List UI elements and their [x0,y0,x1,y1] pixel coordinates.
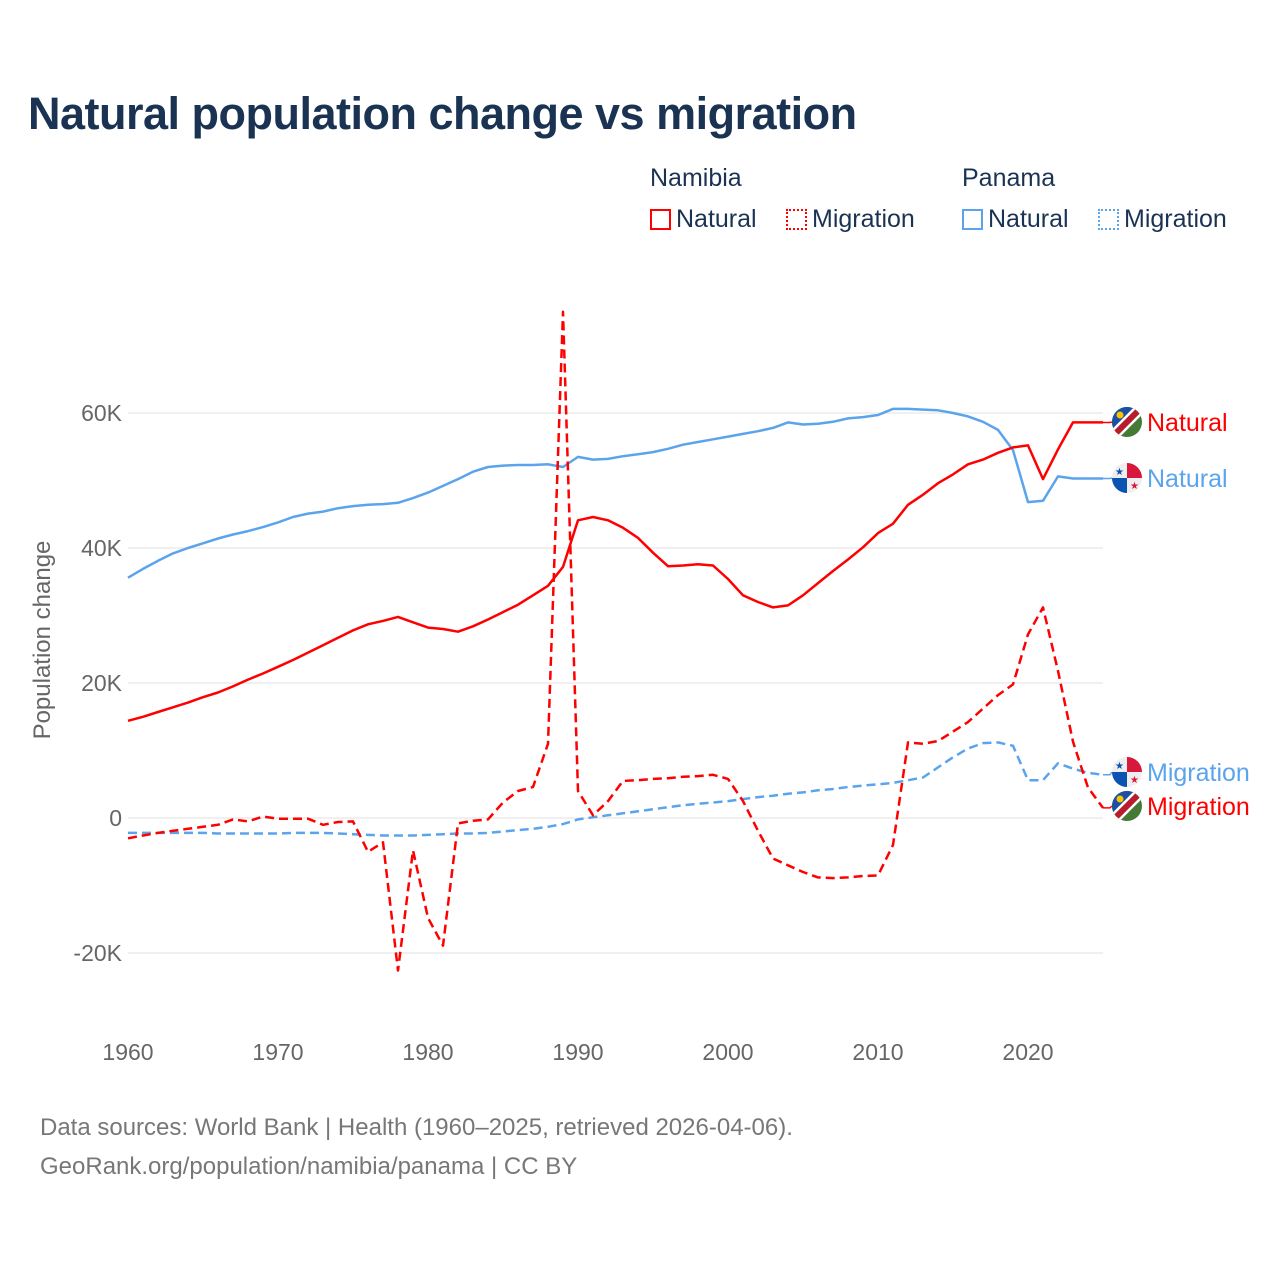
x-tick-label: 2000 [702,1039,753,1065]
legend-label: Migration [812,205,915,233]
legend-namibia-migration[interactable]: Migration [786,205,915,234]
y-tick-label: 60K [81,400,123,426]
y-axis-label: Population change [29,541,56,740]
x-tick-label: 1990 [552,1039,603,1065]
legend-group-namibia: Namibia [650,164,742,192]
svg-text:★: ★ [1130,481,1139,492]
namibia-migration-leader [1103,805,1113,809]
source-line-2[interactable]: GeoRank.org/population/namibia/panama | … [40,1153,578,1180]
legend-panama-natural[interactable]: Natural [962,205,1069,234]
legend-namibia-natural[interactable]: Natural [650,205,757,234]
legend-swatch-dotted-red [786,209,807,230]
namibia-migration-line [127,310,1105,972]
legend-swatch-solid-red [650,209,671,230]
legend-swatch-dotted-blue [1098,209,1119,230]
y-tick-label: 40K [81,535,123,561]
panama-flag-icon: ★★ [1112,463,1142,493]
x-tick-label: 1980 [402,1039,453,1065]
namibia-flag-icon [1112,791,1142,821]
namibia-natural-line [127,421,1103,723]
legend-panama-migration[interactable]: Migration [1098,205,1227,234]
legend-label: Natural [676,205,757,233]
y-tick-label: 0 [109,805,122,831]
legend-swatch-solid-blue [962,209,983,230]
legend-label: Natural [988,205,1069,233]
svg-text:★: ★ [1115,467,1124,478]
panama-natural-line [127,407,1103,579]
x-tick-label: 1960 [102,1039,153,1065]
namibia-migration-end-label: Migration [1147,793,1250,821]
y-tick-label: -20K [73,940,122,966]
panama-flag-icon: ★★ [1112,757,1142,787]
panama-natural-end-label: Natural [1147,465,1228,493]
panama-migration-line [128,741,1104,837]
panama-migration-end-label: Migration [1147,759,1250,787]
legend-group-panama: Panama [962,164,1056,192]
y-tick-label: 20K [81,670,123,696]
svg-text:★: ★ [1130,775,1139,786]
namibia-flag-icon [1112,407,1142,437]
svg-text:★: ★ [1115,761,1124,772]
legend-label: Migration [1124,205,1227,233]
x-tick-label: 1970 [252,1039,303,1065]
namibia-natural-end-label: Natural [1147,409,1228,437]
chart-title: Natural population change vs migration [28,88,857,139]
source-note: Data sources: World Bank | Health (1960–… [40,1108,793,1186]
panama-migration-leader [1103,771,1113,776]
x-tick-label: 2010 [852,1039,903,1065]
x-tick-label: 2020 [1002,1039,1053,1065]
source-line-1: Data sources: World Bank | Health (1960–… [40,1114,793,1141]
